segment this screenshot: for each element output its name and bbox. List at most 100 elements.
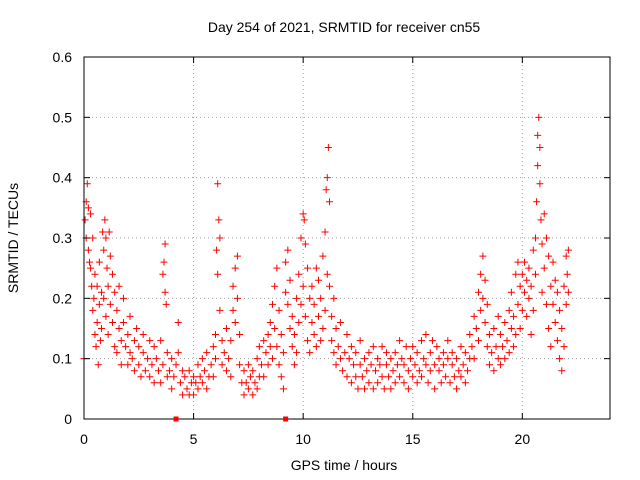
data-point xyxy=(106,300,114,308)
x-tick-label: 15 xyxy=(405,431,421,447)
data-point xyxy=(490,367,498,375)
data-point xyxy=(124,331,132,339)
data-point xyxy=(146,373,154,381)
data-point xyxy=(304,337,312,345)
data-point xyxy=(352,373,360,381)
data-point xyxy=(409,343,417,351)
data-point xyxy=(529,246,537,254)
data-point xyxy=(108,318,116,326)
data-point xyxy=(431,385,439,393)
x-tick-label: 5 xyxy=(190,431,198,447)
data-point xyxy=(229,306,237,314)
data-point xyxy=(347,343,355,351)
data-point xyxy=(393,361,401,369)
data-point xyxy=(104,331,112,339)
data-point xyxy=(426,367,434,375)
data-point xyxy=(161,240,169,248)
data-point xyxy=(160,258,168,266)
data-point xyxy=(404,367,412,375)
data-point xyxy=(264,331,272,339)
data-point xyxy=(339,367,347,375)
data-point xyxy=(93,318,101,326)
data-point xyxy=(494,312,502,320)
data-point xyxy=(209,373,217,381)
data-point xyxy=(308,282,316,290)
data-point xyxy=(435,355,443,363)
data-point xyxy=(139,331,147,339)
data-point xyxy=(157,379,165,387)
data-point xyxy=(157,337,165,345)
data-point xyxy=(499,343,507,351)
data-point xyxy=(563,270,571,278)
data-point xyxy=(354,385,362,393)
data-point xyxy=(341,349,349,357)
data-point xyxy=(492,343,500,351)
data-point xyxy=(512,270,520,278)
data-point xyxy=(179,367,187,375)
data-point xyxy=(91,331,99,339)
data-point xyxy=(324,144,332,151)
data-point xyxy=(450,373,458,381)
data-point xyxy=(336,355,344,363)
data-point xyxy=(343,331,351,339)
data-point xyxy=(117,361,125,369)
data-point xyxy=(222,367,230,375)
data-point xyxy=(439,349,447,357)
data-point xyxy=(468,343,476,351)
data-point xyxy=(253,355,261,363)
data-point xyxy=(453,385,461,393)
data-point xyxy=(81,216,89,224)
data-point xyxy=(240,367,248,375)
data-point xyxy=(306,349,314,357)
data-point xyxy=(185,367,193,375)
data-point xyxy=(297,300,305,308)
data-point xyxy=(176,379,184,387)
data-point xyxy=(215,216,223,224)
data-point xyxy=(260,373,268,381)
data-point xyxy=(413,349,421,357)
data-point xyxy=(404,385,412,393)
data-point xyxy=(470,312,478,320)
data-point xyxy=(470,355,478,363)
data-point xyxy=(540,210,548,218)
data-point xyxy=(369,343,377,351)
data-point xyxy=(420,355,428,363)
data-point xyxy=(536,180,544,188)
data-point xyxy=(514,300,522,308)
data-point xyxy=(535,113,543,121)
data-point xyxy=(422,361,430,369)
data-point xyxy=(190,373,198,381)
data-point xyxy=(507,325,515,332)
data-point xyxy=(483,300,491,308)
data-point xyxy=(181,373,189,381)
data-point xyxy=(266,343,274,351)
data-point xyxy=(198,355,206,363)
data-point xyxy=(556,306,564,314)
data-point xyxy=(150,379,158,387)
data-point xyxy=(139,349,147,357)
data-point xyxy=(455,367,463,375)
y-tick-label: 0.6 xyxy=(53,49,73,65)
data-point xyxy=(108,270,116,278)
data-point xyxy=(551,318,559,326)
data-point xyxy=(398,355,406,363)
data-point xyxy=(553,288,561,296)
data-point xyxy=(90,294,98,302)
data-point xyxy=(244,385,252,393)
data-point xyxy=(529,306,537,314)
data-point xyxy=(284,246,292,254)
data-point xyxy=(190,391,198,399)
data-point xyxy=(102,312,110,320)
data-point xyxy=(229,282,237,290)
data-point xyxy=(446,379,454,387)
data-point xyxy=(279,349,287,357)
data-point xyxy=(271,325,279,332)
data-point xyxy=(113,349,121,357)
data-point xyxy=(194,385,202,393)
data-point xyxy=(83,180,91,188)
data-point xyxy=(155,367,163,375)
data-point xyxy=(308,318,316,326)
data-point xyxy=(323,270,331,278)
data-point xyxy=(523,312,531,320)
